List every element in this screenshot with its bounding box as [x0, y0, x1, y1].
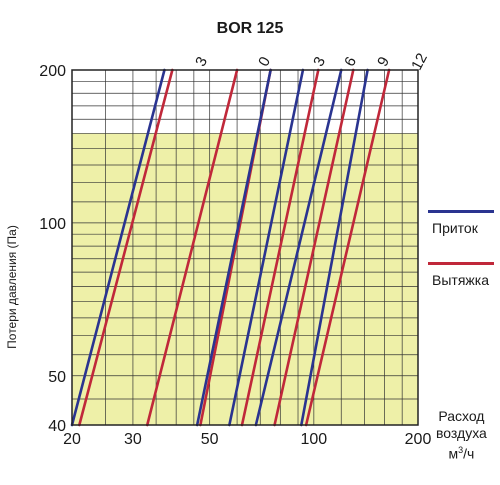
series-curve: [300, 68, 369, 427]
series-curve: [145, 68, 239, 427]
series-curve: [70, 68, 166, 427]
chart-title: BOR 125: [217, 20, 284, 37]
series-curve: [240, 68, 320, 427]
x-tick-label: 100: [300, 431, 327, 448]
x-tick-label: 30: [124, 431, 142, 448]
series-curve: [254, 68, 343, 427]
curves: [70, 68, 391, 427]
legend-swatch-exhaust: [428, 262, 494, 265]
tick-labels: 20 30 50 100 200 40 50 100 200: [39, 63, 431, 448]
series-curve: [228, 68, 305, 427]
curve-label: 12: [408, 50, 431, 73]
curve-label: 9: [374, 54, 393, 69]
y-tick-label: 200: [39, 63, 66, 80]
series-curve: [78, 68, 174, 427]
legend-swatch-supply: [428, 210, 494, 213]
series-curve: [304, 68, 391, 427]
legend-label-exhaust: Вытяжка: [432, 272, 489, 288]
curve-label: 0: [255, 54, 274, 69]
x-tick-label: 20: [63, 431, 81, 448]
plot-frame: [71, 69, 419, 426]
shaded-region: [72, 133, 418, 426]
x-axis-label: Расход воздуха м3/ч: [436, 408, 487, 462]
curve-label: 3: [310, 54, 329, 69]
series-curve: [273, 68, 355, 427]
y-tick-label: 100: [39, 216, 66, 233]
legend-label-supply: Приток: [432, 220, 478, 236]
y-axis-label: Потери давления (Па): [5, 225, 19, 349]
x-tick-label: 50: [201, 431, 219, 448]
x-tick-label: 200: [405, 431, 432, 448]
curve-label: 6: [341, 54, 360, 69]
series-curve: [195, 68, 272, 427]
y-tick-label: 40: [48, 418, 66, 435]
curve-label: 3: [192, 54, 211, 69]
y-tick-label: 50: [48, 369, 66, 386]
